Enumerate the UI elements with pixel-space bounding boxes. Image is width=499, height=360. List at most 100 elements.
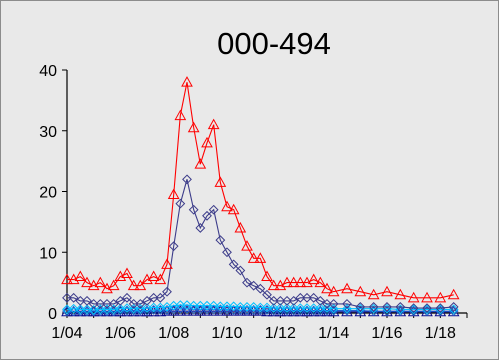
data-point-diamond [202, 300, 212, 311]
data-point-diamond [228, 305, 239, 315]
data-point-diamond [122, 292, 132, 303]
data-point-diamond [255, 302, 266, 313]
data-point-diamond [242, 277, 252, 288]
data-point-diamond [142, 295, 152, 306]
y-tick-label: 20 [39, 185, 57, 202]
x-tick-label: 1/10 [211, 325, 242, 342]
data-point-triangle [281, 276, 293, 288]
data-point-triangle [61, 273, 73, 285]
data-point-diamond [148, 302, 159, 313]
data-point-diamond [215, 235, 226, 246]
data-point-diamond [148, 292, 159, 303]
data-point-diamond [262, 302, 272, 313]
data-point-diamond [282, 303, 292, 314]
data-point-diamond [288, 303, 299, 314]
data-point-diamond [115, 295, 126, 306]
x-tick-label: 1/06 [105, 325, 136, 342]
series-line [67, 82, 454, 299]
data-point-triangle [327, 285, 340, 297]
data-point-diamond [162, 286, 172, 297]
data-point-diamond [302, 292, 312, 303]
data-point-triangle [201, 136, 213, 148]
data-point-diamond [128, 298, 139, 309]
data-point-diamond [82, 295, 92, 306]
data-point-diamond [302, 303, 312, 314]
data-point-diamond [88, 298, 99, 309]
data-point-triangle [174, 109, 187, 121]
data-point-diamond [102, 304, 112, 315]
x-tick-label: 1/14 [318, 325, 349, 342]
data-point-diamond [275, 295, 286, 306]
data-point-diamond [295, 303, 306, 314]
data-point-diamond [262, 289, 272, 300]
data-point-triangle [294, 276, 307, 288]
data-point-diamond [228, 259, 239, 270]
data-point-triangle [381, 285, 393, 297]
data-point-triangle [161, 258, 173, 269]
data-point-diamond [128, 303, 139, 314]
data-point-diamond [282, 295, 292, 306]
series-line [67, 179, 454, 309]
data-point-diamond [295, 292, 306, 303]
data-point-diamond [182, 174, 192, 185]
data-point-diamond [422, 303, 432, 314]
data-point-diamond [208, 304, 219, 315]
data-point-diamond [175, 303, 186, 314]
data-point-triangle [434, 291, 447, 303]
data-point-diamond [102, 298, 112, 309]
data-point-triangle [267, 279, 280, 291]
data-point-diamond [355, 302, 366, 312]
data-point-diamond [322, 303, 332, 314]
data-point-diamond [275, 303, 286, 314]
data-point-diamond [288, 295, 299, 306]
data-point-diamond [175, 198, 186, 209]
data-point-diamond [242, 302, 252, 312]
data-point-triangle [154, 273, 167, 285]
data-point-diamond [268, 295, 279, 306]
x-tick-label: 1/16 [371, 325, 402, 342]
data-point-diamond [268, 303, 279, 314]
x-tick-label: 1/08 [158, 325, 189, 342]
data-point-triangle [241, 240, 253, 251]
data-point-diamond [188, 300, 199, 311]
data-point-triangle [167, 188, 180, 200]
data-point-diamond [188, 304, 199, 315]
data-point-triangle [221, 200, 233, 212]
data-point-triangle [94, 276, 107, 288]
data-point-diamond [315, 295, 326, 306]
data-point-diamond [308, 292, 319, 303]
data-point-diamond [328, 303, 339, 314]
data-point-triangle [341, 282, 353, 294]
data-point-diamond [328, 298, 339, 309]
data-point-triangle [394, 288, 407, 300]
data-point-triangle [247, 252, 260, 263]
data-point-diamond [95, 298, 106, 309]
data-point-diamond [222, 247, 232, 258]
data-point-triangle [321, 282, 333, 294]
data-point-diamond [122, 303, 132, 314]
chart-title: 000-494 [217, 26, 331, 61]
data-point-diamond [208, 300, 219, 311]
data-point-diamond [195, 223, 206, 233]
data-point-triangle [74, 270, 87, 282]
series-0 [61, 76, 460, 303]
data-point-diamond [75, 295, 86, 306]
data-point-diamond [382, 302, 392, 312]
data-point-diamond [195, 304, 206, 315]
data-point-diamond [182, 300, 192, 311]
y-tick-label: 10 [39, 245, 57, 262]
data-point-triangle [227, 203, 240, 215]
series-line [66, 304, 454, 311]
data-point-diamond [68, 303, 79, 314]
data-point-diamond [308, 303, 319, 314]
data-point-diamond [228, 301, 239, 312]
data-point-diamond [182, 303, 192, 314]
y-tick-label: 40 [39, 63, 57, 80]
data-point-triangle [307, 273, 320, 285]
series-layer [61, 76, 460, 317]
data-point-diamond [68, 292, 79, 303]
data-point-triangle [314, 276, 327, 288]
x-tick-label: 1/12 [265, 325, 296, 342]
data-point-diamond [322, 298, 332, 309]
